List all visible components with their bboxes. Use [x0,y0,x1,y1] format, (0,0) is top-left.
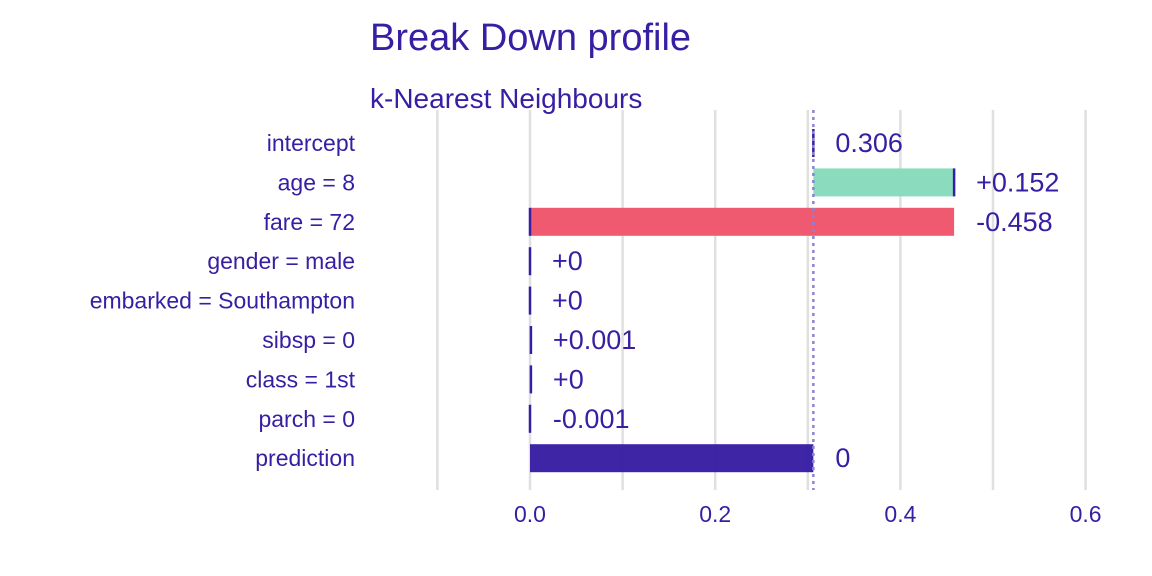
chart-title: Break Down profile [370,17,691,59]
value-label: 0.306 [835,128,903,158]
x-tick-label: 0.6 [1070,501,1102,527]
y-axis-label: prediction [255,445,355,471]
value-label: -0.001 [553,404,630,434]
y-axis-label: class = 1st [246,366,356,392]
value-label: +0 [552,246,583,276]
chart-subtitle: k-Nearest Neighbours [370,83,642,114]
y-axis-label: sibsp = 0 [262,327,355,353]
value-label: +0.001 [553,325,636,355]
y-axis-label: intercept [267,130,356,156]
y-axis-labels: intercept age = 8 fare = 72 gender = male em… [90,130,356,471]
value-label: +0.152 [976,167,1059,197]
bars [528,129,956,473]
x-axis-ticks: 0.0 0.2 0.4 0.6 [514,501,1102,527]
y-axis-label: fare = 72 [264,209,355,235]
y-axis-label: parch = 0 [258,406,355,432]
y-axis-label: embarked = Southampton [90,288,355,314]
value-label: +0 [552,286,583,316]
x-tick-label: 0.4 [884,501,916,527]
bar [530,207,955,236]
value-labels: 0.306 +0.152 -0.458 +0 +0 +0.001 +0 -0.001 0 [552,128,1059,473]
x-tick-label: 0.2 [699,501,731,527]
y-axis-label: gender = male [207,248,355,274]
value-label: +0 [553,364,584,394]
x-tick-label: 0.0 [514,501,546,527]
y-axis-label: age = 8 [278,169,355,195]
bar [530,444,814,473]
value-label: -0.458 [976,207,1053,237]
bar [813,168,955,197]
value-label: 0 [835,443,850,473]
